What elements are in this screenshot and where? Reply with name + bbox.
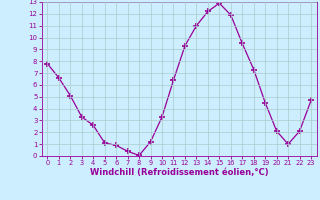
X-axis label: Windchill (Refroidissement éolien,°C): Windchill (Refroidissement éolien,°C) (90, 168, 268, 177)
